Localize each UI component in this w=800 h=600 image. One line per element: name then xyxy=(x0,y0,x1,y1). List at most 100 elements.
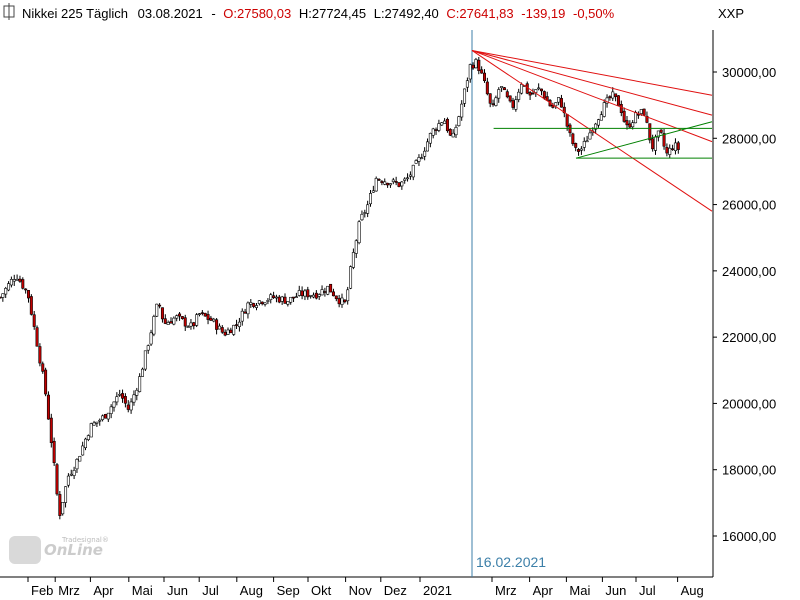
candle-up xyxy=(249,302,253,305)
candle-down xyxy=(577,149,581,152)
candle-down xyxy=(209,317,213,321)
candle-down xyxy=(619,104,623,113)
candle-up xyxy=(360,213,364,221)
close-value: C:27641,83 xyxy=(446,6,513,21)
x-tick-label: Apr xyxy=(93,583,114,598)
candle-up xyxy=(668,147,672,155)
candle-up xyxy=(78,456,82,462)
candle-down xyxy=(477,59,481,71)
candle-down xyxy=(625,120,629,126)
y-tick-label: 16000,00 xyxy=(722,529,776,544)
candle-down xyxy=(272,295,276,298)
candle-down xyxy=(235,324,239,326)
candle-up xyxy=(579,148,583,151)
candle-down xyxy=(158,304,162,307)
candle-down xyxy=(568,124,572,134)
candle-down xyxy=(314,292,318,299)
price-axis[interactable]: 16000,00 18000,00 20000,00 22000,00 24000,00… xyxy=(713,65,776,544)
symbol-label: XXP xyxy=(718,6,744,21)
candle-down xyxy=(183,317,187,327)
candle-down xyxy=(243,311,247,314)
candle-up xyxy=(428,132,432,144)
candle-down xyxy=(169,321,173,324)
candle-down xyxy=(220,327,224,333)
candle-down xyxy=(203,312,207,317)
candle-down xyxy=(448,128,452,136)
candle-up xyxy=(437,123,441,131)
candle-down xyxy=(58,494,62,516)
tradesignal-online-logo: OnLine Tradesignal® xyxy=(9,536,109,564)
candle-down xyxy=(662,133,666,147)
candle-down xyxy=(539,88,543,92)
candle-down xyxy=(665,146,669,154)
candle-down xyxy=(38,346,42,364)
candle-up xyxy=(289,296,293,303)
candle-up xyxy=(212,318,216,322)
candle-up xyxy=(460,103,464,118)
candle-up xyxy=(297,290,301,296)
candle-down xyxy=(574,143,578,148)
candle-up xyxy=(269,294,273,300)
candle-up xyxy=(639,109,643,114)
candle-down xyxy=(206,314,210,320)
candle-up xyxy=(340,297,344,305)
candle-up xyxy=(634,112,638,124)
candle-up xyxy=(363,212,367,214)
candle-up xyxy=(101,415,105,420)
candle-down xyxy=(559,98,563,108)
candle-up xyxy=(517,91,521,100)
candle-down xyxy=(215,319,219,330)
candle-up xyxy=(280,296,284,302)
time-axis[interactable]: Feb Mrz Apr Mai Jun Jul Aug Sep Okt Nov Dez 2021 Mrz… xyxy=(27,577,704,598)
logo-sub: Tradesignal® xyxy=(61,536,109,544)
candle-up xyxy=(186,326,190,329)
candle-up xyxy=(417,157,421,162)
candle-down xyxy=(528,92,532,96)
candle-up xyxy=(266,300,270,302)
candle-down xyxy=(192,322,196,327)
candle-down xyxy=(18,278,22,282)
candle-up xyxy=(89,423,93,438)
candle-up xyxy=(443,120,447,124)
candle-down xyxy=(49,417,53,443)
candle-up xyxy=(414,160,418,164)
candle-down xyxy=(480,69,484,74)
candle-up xyxy=(189,322,193,327)
candle-up xyxy=(423,150,427,157)
x-tick-label: 2021 xyxy=(423,583,452,598)
x-tick-label: Mrz xyxy=(495,583,517,598)
candle-up xyxy=(198,313,202,315)
resistance-line xyxy=(471,49,713,143)
candle-up xyxy=(81,445,85,456)
candle-up xyxy=(9,279,13,286)
candle-up xyxy=(286,301,290,305)
x-tick-label: Mrz xyxy=(58,583,80,598)
candle-down xyxy=(29,296,33,315)
candle-down xyxy=(0,296,2,299)
candle-down xyxy=(26,290,30,299)
y-tick-label: 26000,00 xyxy=(722,198,776,213)
candle-down xyxy=(508,95,512,102)
x-tick-label: Feb xyxy=(31,583,53,598)
candle-up xyxy=(255,305,259,308)
x-tick-label: Mai xyxy=(569,583,590,598)
candle-up xyxy=(86,435,90,440)
candle-up xyxy=(631,122,635,128)
resistance-line xyxy=(471,49,713,96)
candle-up xyxy=(146,345,150,351)
candle-up xyxy=(84,438,88,449)
x-tick-label: Jun xyxy=(167,583,188,598)
candle-up xyxy=(132,394,136,403)
candle-up xyxy=(320,289,324,296)
x-tick-label: Mai xyxy=(132,583,153,598)
y-tick-label: 18000,00 xyxy=(722,463,776,478)
candle-up xyxy=(226,329,230,335)
candle-up xyxy=(175,315,179,319)
candle-up xyxy=(400,181,404,187)
candle-down xyxy=(616,95,620,106)
instrument-name: Nikkei 225 Täglich xyxy=(22,6,128,21)
candle-up xyxy=(115,396,119,403)
x-tick-label: Jun xyxy=(605,583,626,598)
candle-down xyxy=(636,113,640,116)
